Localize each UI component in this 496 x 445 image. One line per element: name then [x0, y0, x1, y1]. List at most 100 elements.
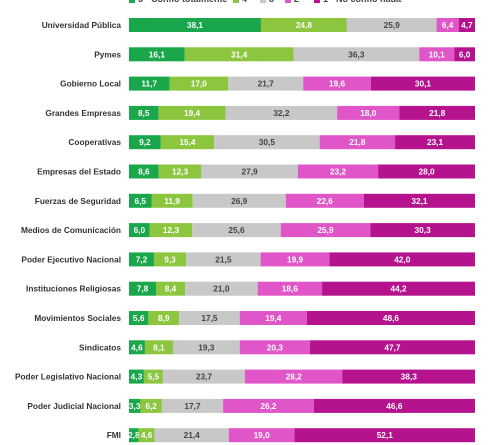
bar-segment: [303, 76, 371, 91]
data-label: 17,7: [184, 401, 201, 411]
bar-segment: [140, 398, 162, 413]
data-label: 21,0: [213, 284, 230, 294]
bar-segment: [260, 252, 330, 267]
data-label: 11,9: [164, 196, 180, 206]
bar-segment: [186, 252, 261, 267]
legend-label: 2: [294, 0, 299, 4]
data-label: 44,2: [390, 284, 407, 294]
bar-segment: [228, 428, 295, 443]
data-label: 11,7: [141, 79, 157, 89]
data-label: 21,4: [184, 430, 201, 440]
data-label: 19,4: [184, 108, 201, 118]
bar-segment: [129, 428, 139, 443]
data-label: 20,3: [267, 342, 284, 352]
data-label: 18,6: [282, 284, 299, 294]
data-label: 6,2: [145, 401, 157, 411]
bar-segment: [185, 281, 258, 296]
bar-segment: [458, 18, 475, 32]
bar-segment: [239, 311, 307, 325]
data-label: 5,6: [133, 313, 145, 323]
bar-segment: [149, 223, 193, 238]
data-label: 19,3: [198, 342, 215, 352]
bar-segment: [454, 47, 475, 62]
bar-segment: [129, 18, 261, 32]
data-label: 28,0: [418, 167, 435, 177]
data-label: 21,8: [429, 108, 446, 118]
data-label: 2,8: [128, 430, 140, 440]
bar-segment: [129, 340, 145, 355]
data-label: 17,5: [201, 313, 218, 323]
legend-swatch: [285, 0, 291, 3]
bar-segment: [395, 135, 475, 150]
legend-label: 1 - No confío nada: [323, 0, 402, 4]
legend-label: 5 - Confío totalmente: [138, 0, 228, 4]
category-label: Instituciones Religiosas: [26, 284, 121, 294]
data-label: 21,8: [349, 137, 366, 147]
data-label: 25,6: [228, 225, 245, 235]
legend-swatch: [233, 0, 239, 3]
data-label: 38,3: [401, 372, 418, 382]
data-label: 9,2: [139, 137, 151, 147]
category-label: Grandes Empresas: [45, 108, 121, 118]
data-label: 23,7: [196, 372, 213, 382]
bar-segment: [309, 340, 475, 355]
bar-segment: [158, 164, 202, 179]
bar-segment: [239, 340, 310, 355]
bar-segment: [419, 47, 455, 62]
bar-segment: [129, 369, 144, 384]
bar-segment: [129, 135, 161, 150]
category-label: FMI: [107, 430, 121, 440]
data-label: 4,6: [141, 430, 153, 440]
data-label: 36,3: [348, 49, 365, 59]
legend-label: 4: [242, 0, 247, 4]
data-label: 12,3: [163, 225, 180, 235]
bar-segment: [337, 105, 400, 120]
data-label: 6,0: [134, 225, 146, 235]
bar-segment: [151, 193, 193, 208]
bar-segment: [399, 105, 475, 120]
data-label: 28,2: [286, 372, 303, 382]
category-label: Medios de Comunicación: [21, 225, 121, 235]
data-label: 8,1: [153, 342, 165, 352]
bar-segment: [169, 76, 229, 91]
bar-segment: [319, 135, 396, 150]
category-label: Poder Ejecutivo Nacional: [21, 254, 121, 264]
bar-segment: [129, 76, 170, 91]
data-label: 10,1: [429, 49, 446, 59]
bar-segment: [297, 164, 379, 179]
bar-segment: [148, 311, 180, 325]
data-label: 16,1: [149, 49, 166, 59]
data-label: 4,6: [131, 342, 143, 352]
bar-segment: [280, 223, 371, 238]
bar-segment: [129, 398, 141, 413]
bar-segment: [223, 398, 314, 413]
bar-segment: [294, 428, 475, 443]
bar-segment: [192, 223, 281, 238]
category-label: Poder Judicial Nacional: [27, 401, 121, 411]
bar-segment: [370, 76, 475, 91]
data-label: 31,4: [231, 49, 248, 59]
bar-segment: [129, 105, 159, 120]
bar-segment: [293, 47, 420, 62]
bar-segment: [155, 281, 186, 296]
bar-segment: [172, 340, 240, 355]
bar-segment: [129, 281, 156, 296]
category-label: Pymes: [94, 49, 121, 59]
data-label: 19,4: [265, 313, 282, 323]
bar-segment: [179, 311, 240, 325]
category-label: Movimientos Sociales: [34, 313, 121, 323]
data-label: 42,0: [394, 254, 411, 264]
data-label: 24,8: [296, 20, 313, 30]
data-label: 25,9: [384, 20, 401, 30]
bar-segment: [162, 369, 245, 384]
data-label: 7,2: [136, 254, 148, 264]
data-label: 48,6: [383, 313, 400, 323]
category-label: Fuerzas de Seguridad: [35, 196, 121, 206]
category-label: Sindicatos: [79, 342, 121, 352]
bar-segment: [346, 18, 437, 32]
data-label: 8,4: [165, 284, 177, 294]
bar-segment: [144, 340, 173, 355]
bar-segment: [154, 428, 229, 443]
bar-segment: [184, 47, 294, 62]
bar-segment: [129, 311, 149, 325]
